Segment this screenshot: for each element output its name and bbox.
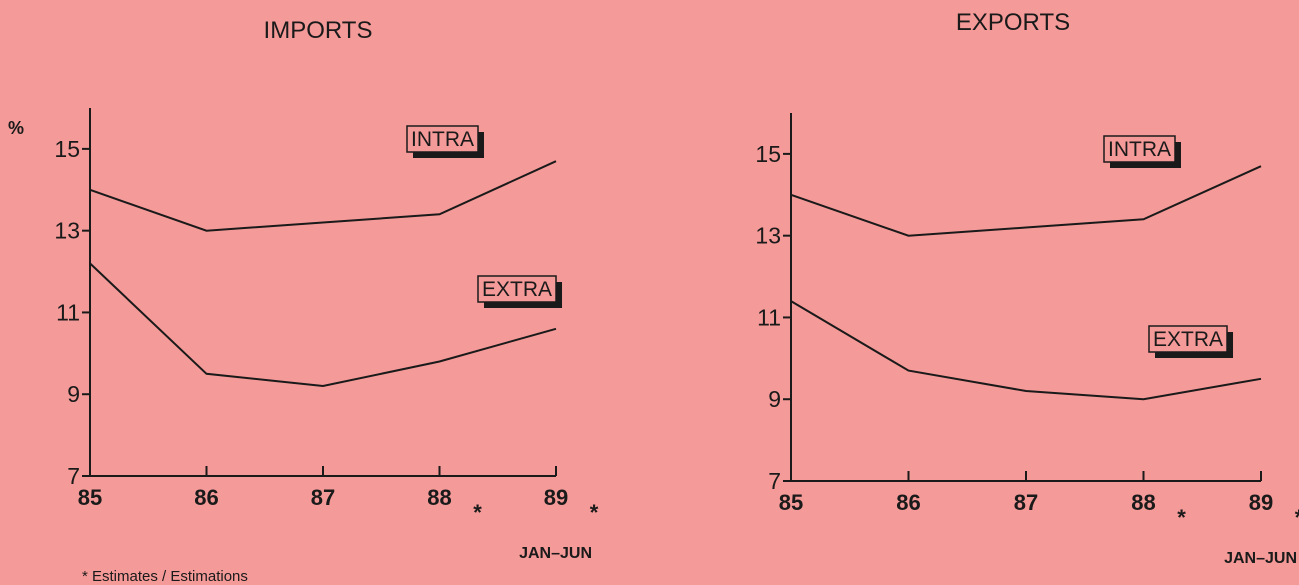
exports-extra-label-box: EXTRA	[1148, 325, 1234, 358]
imports-y-tick-label: 7	[67, 463, 80, 489]
exports-extra-line	[790, 300, 1262, 401]
imports-period-label: JAN–JUN	[519, 545, 592, 562]
imports-extra-label-frame	[477, 275, 557, 303]
exports-y-tick-label: 7	[768, 468, 781, 494]
exports-intra-line	[790, 165, 1262, 237]
imports-intra-label: INTRA	[411, 128, 474, 151]
imports-estimate-marker: *	[590, 500, 599, 525]
imports-y-tick-label: 15	[54, 136, 80, 162]
imports-x-tick-label: 88	[427, 485, 451, 510]
imports-intra-label-box: INTRA	[406, 125, 484, 158]
exports-intra-label: INTRA	[1108, 138, 1171, 161]
exports-title: EXPORTS	[956, 9, 1070, 36]
exports-x-tick-label: 89	[1249, 490, 1273, 515]
exports-chart: EXPORTS 7 9 11 13 15 85 86 87 88 * 89 * JAN–JUN INTRA E…	[649, 0, 1299, 585]
imports-intra-line	[89, 160, 557, 232]
imports-extra-label-box: EXTRA	[477, 275, 563, 308]
imports-y-tick-label: 13	[54, 218, 80, 244]
exports-estimate-marker: *	[1177, 505, 1186, 530]
imports-extra-label: EXTRA	[482, 278, 552, 301]
footnote: * Estimates / Estimations	[82, 568, 248, 585]
exports-estimate-marker: *	[1295, 505, 1299, 530]
imports-title: IMPORTS	[264, 17, 373, 44]
exports-x-tick-label: 86	[896, 490, 920, 515]
exports-chart-svg: EXPORTS 7 9 11 13 15 85 86 87 88 * 89 * JAN–JUN INTRA E…	[755, 9, 1299, 567]
exports-y-tick-label: 9	[768, 386, 781, 412]
imports-y-tick-label: 9	[67, 381, 80, 407]
imports-x-tick-label: 87	[311, 485, 335, 510]
imports-x-tick-label: 89	[544, 485, 568, 510]
imports-x-tick-label: 86	[194, 485, 218, 510]
exports-extra-label: EXTRA	[1153, 328, 1223, 351]
imports-y-unit: %	[8, 118, 24, 138]
exports-intra-label-frame	[1103, 135, 1176, 163]
exports-extra-label-frame	[1148, 325, 1228, 353]
imports-y-tick-label: 11	[56, 299, 80, 325]
exports-x-tick-label: 88	[1131, 490, 1155, 515]
imports-estimate-marker: *	[473, 500, 482, 525]
exports-period-label: JAN–JUN	[1224, 550, 1297, 567]
exports-y-tick-label: 13	[755, 223, 781, 249]
exports-y-tick-label: 11	[757, 304, 781, 330]
imports-intra-label-frame	[406, 125, 479, 153]
imports-extra-line	[89, 262, 557, 388]
exports-x-tick-label: 85	[779, 490, 803, 515]
imports-x-tick-label: 85	[78, 485, 102, 510]
exports-x-tick-label: 87	[1014, 490, 1038, 515]
exports-intra-label-box: INTRA	[1103, 135, 1181, 168]
imports-chart: IMPORTS% 7 9 11 13 15 85 86 87 88 * 89 * JAN–JUN INTRA…	[8, 17, 599, 562]
imports-chart-svg: IMPORTS% 7 9 11 13 15 85 86 87 88 * 89 * JAN–JUN INTRA…	[8, 17, 599, 562]
exports-y-tick-label: 15	[755, 141, 781, 167]
